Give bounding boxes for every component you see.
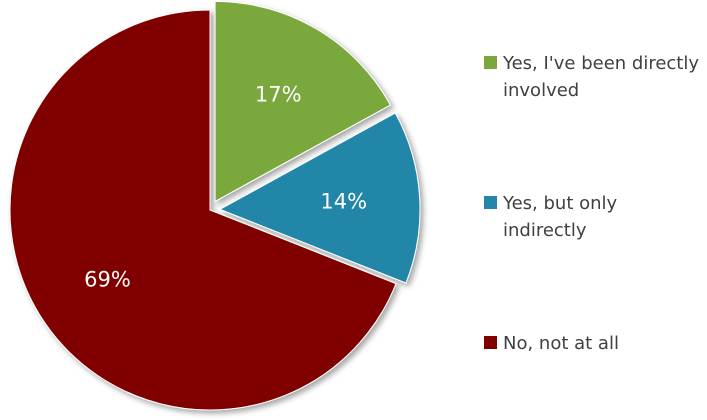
legend-swatch-directly-involved [484,56,497,69]
data-label-directly-involved: 17% [255,83,302,107]
legend-item-not-at-all: No, not at all [484,330,703,357]
data-label-indirectly: 14% [320,190,367,214]
legend-swatch-indirectly [484,196,497,209]
legend-swatch-not-at-all [484,336,497,349]
legend-label-directly-involved: Yes, I've been directly involved [503,53,700,101]
pie-slice-not-at-all [9,9,397,411]
legend-item-directly-involved: Yes, I've been directly involved [484,50,703,104]
legend-item-indirectly: Yes, but only indirectly [484,190,703,244]
pie-slice-directly-involved [214,0,392,203]
legend-label-indirectly: Yes, but only indirectly [503,193,618,241]
pie-slice-indirectly [218,112,421,284]
data-label-not-at-all: 69% [84,268,131,292]
legend-label-not-at-all: No, not at all [503,333,619,354]
